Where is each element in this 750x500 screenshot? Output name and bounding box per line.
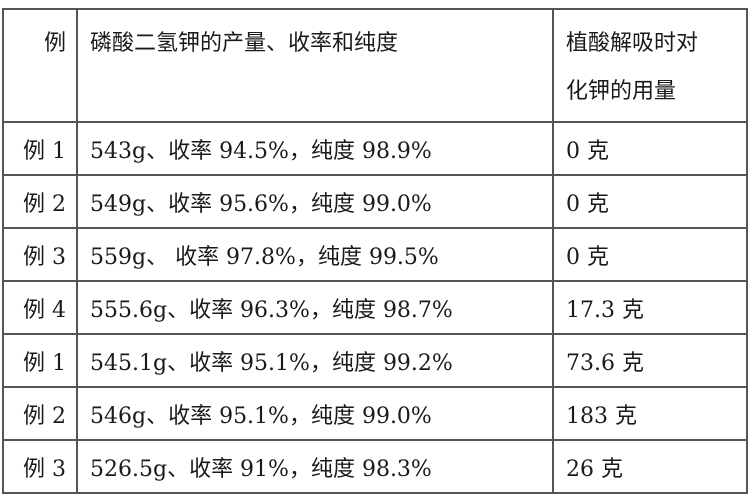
row-amount: 0 克 bbox=[552, 227, 748, 282]
row-label: 例 3 bbox=[2, 439, 78, 494]
table-row: 例 3 559g、 收率 97.8%，纯度 99.5% 0 克 bbox=[2, 227, 748, 282]
table-row: 例 4 555.6g、收率 96.3%，纯度 98.7% 17.3 克 bbox=[2, 280, 748, 335]
results-table: 例 磷酸二氢钾的产量、收率和纯度 植酸解吸时对 化钾的用量 例 1 543g、收率 … bbox=[2, 8, 748, 494]
header-dosage: 植酸解吸时对 化钾的用量 bbox=[552, 8, 748, 123]
header-yield: 磷酸二氢钾的产量、收率和纯度 bbox=[76, 8, 554, 123]
row-amount: 73.6 克 bbox=[552, 333, 748, 388]
row-result: 546g、收率 95.1%，纯度 99.0% bbox=[76, 386, 554, 441]
row-label: 例 4 bbox=[2, 280, 78, 335]
row-amount: 183 克 bbox=[552, 386, 748, 441]
table-row: 例 2 546g、收率 95.1%，纯度 99.0% 183 克 bbox=[2, 386, 748, 441]
row-result: 555.6g、收率 96.3%，纯度 98.7% bbox=[76, 280, 554, 335]
row-result: 559g、 收率 97.8%，纯度 99.5% bbox=[76, 227, 554, 282]
row-result: 549g、收率 95.6%，纯度 99.0% bbox=[76, 174, 554, 229]
header-example: 例 bbox=[2, 8, 78, 123]
row-amount: 0 克 bbox=[552, 174, 748, 229]
row-label: 例 1 bbox=[2, 121, 78, 176]
table-row: 例 1 545.1g、收率 95.1%，纯度 99.2% 73.6 克 bbox=[2, 333, 748, 388]
table-row: 例 3 526.5g、收率 91%，纯度 98.3% 26 克 bbox=[2, 439, 748, 494]
table-row: 例 1 543g、收率 94.5%，纯度 98.9% 0 克 bbox=[2, 121, 748, 176]
header-dosage-line1: 植酸解吸时对 bbox=[566, 31, 699, 56]
row-label: 例 2 bbox=[2, 174, 78, 229]
row-amount: 26 克 bbox=[552, 439, 748, 494]
row-result: 526.5g、收率 91%，纯度 98.3% bbox=[76, 439, 554, 494]
row-label: 例 2 bbox=[2, 386, 78, 441]
row-result: 543g、收率 94.5%，纯度 98.9% bbox=[76, 121, 554, 176]
header-dosage-line2: 化钾的用量 bbox=[566, 79, 677, 104]
table-row: 例 2 549g、收率 95.6%，纯度 99.0% 0 克 bbox=[2, 174, 748, 229]
header-row: 例 磷酸二氢钾的产量、收率和纯度 植酸解吸时对 化钾的用量 bbox=[2, 8, 748, 123]
row-result: 545.1g、收率 95.1%，纯度 99.2% bbox=[76, 333, 554, 388]
row-amount: 17.3 克 bbox=[552, 280, 748, 335]
row-label: 例 1 bbox=[2, 333, 78, 388]
row-amount: 0 克 bbox=[552, 121, 748, 176]
row-label: 例 3 bbox=[2, 227, 78, 282]
